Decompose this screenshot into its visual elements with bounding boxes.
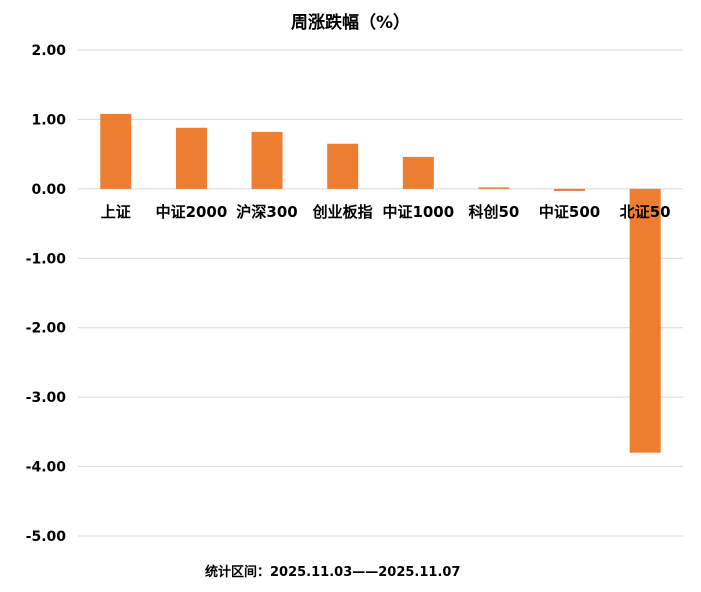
bars [100, 113, 661, 453]
x-tick-label: 创业板指 [312, 203, 373, 221]
x-tick-label: 沪深300 [236, 203, 297, 221]
bar-上证 [100, 113, 132, 189]
footnote: 统计区间：2025.11.03——2025.11.07 [205, 565, 461, 580]
chart-title: 周涨跌幅（%） [290, 13, 411, 33]
y-tick-label: -4.00 [26, 460, 67, 476]
x-tick-label: 北证50 [620, 203, 671, 221]
gridlines [78, 49, 683, 537]
y-tick-label: 0.00 [31, 182, 66, 198]
x-tick-label: 中证1000 [382, 203, 454, 221]
y-tick-label: -5.00 [26, 529, 67, 545]
x-axis-labels: 上证 中证2000 沪深300 创业板指 中证1000 科创50 中证500 北证50 [101, 203, 671, 221]
x-tick-label: 中证500 [539, 203, 600, 221]
x-tick-label: 上证 [101, 203, 131, 221]
y-tick-label: 1.00 [31, 112, 66, 128]
y-tick-label: -3.00 [26, 390, 67, 406]
bar-创业板指 [327, 143, 359, 189]
bar-中证1000 [402, 156, 434, 189]
y-tick-label: -1.00 [26, 251, 67, 267]
bar-沪深300 [251, 131, 283, 189]
y-tick-label: 2.00 [31, 43, 66, 59]
x-tick-label: 科创50 [469, 203, 520, 221]
y-axis-ticks: 2.00 1.00 0.00 -1.00 -2.00 -3.00 -4.00 -5.00 [26, 43, 67, 545]
x-tick-label: 中证2000 [156, 203, 228, 221]
bar-科创50 [478, 187, 510, 189]
y-tick-label: -2.00 [26, 321, 67, 337]
bar-北证50 [629, 188, 661, 453]
bar-中证500 [554, 188, 586, 191]
bar-中证2000 [175, 127, 207, 189]
